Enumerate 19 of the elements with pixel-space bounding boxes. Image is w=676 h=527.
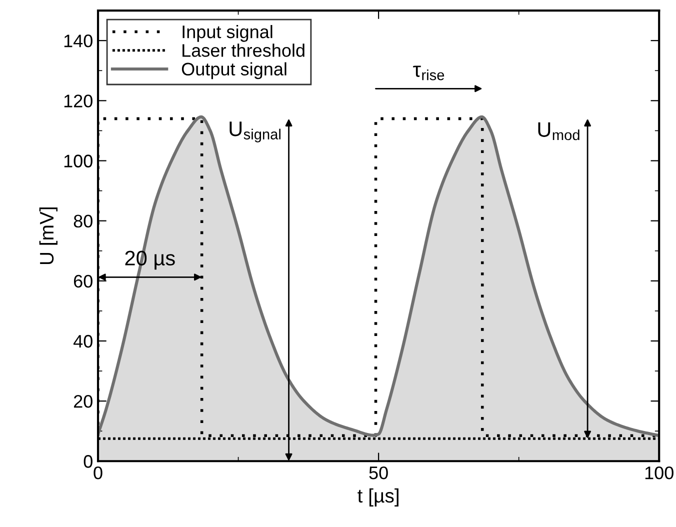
y-tick-label: 80: [74, 214, 92, 228]
legend-label: Input signal: [182, 24, 272, 42]
legend-label: Laser threshold: [182, 44, 304, 57]
y-tick-label: 40: [73, 334, 92, 348]
y-tick-label: 100: [64, 154, 92, 168]
y-tick-label: 120: [64, 94, 92, 108]
annotation: τ$_{rise}$: [413, 66, 444, 80]
y-tick-label: 0: [84, 455, 92, 468]
annotation: U$_{mod}$: [538, 122, 580, 140]
annotation: U$_{signal}$: [230, 122, 280, 142]
x-tick-label: 100: [645, 466, 674, 480]
y-axis-title: U [mV]: [39, 208, 58, 264]
y-tick-label: 60: [74, 274, 92, 288]
x-tick-label: 50: [369, 466, 388, 480]
legend-label: Output signal: [182, 62, 286, 80]
x-axis-title: t [µs]: [358, 488, 398, 506]
y-tick-label: 20: [74, 394, 92, 408]
y-tick-label: 140: [64, 34, 92, 48]
x-tick-label: 0: [94, 466, 102, 480]
